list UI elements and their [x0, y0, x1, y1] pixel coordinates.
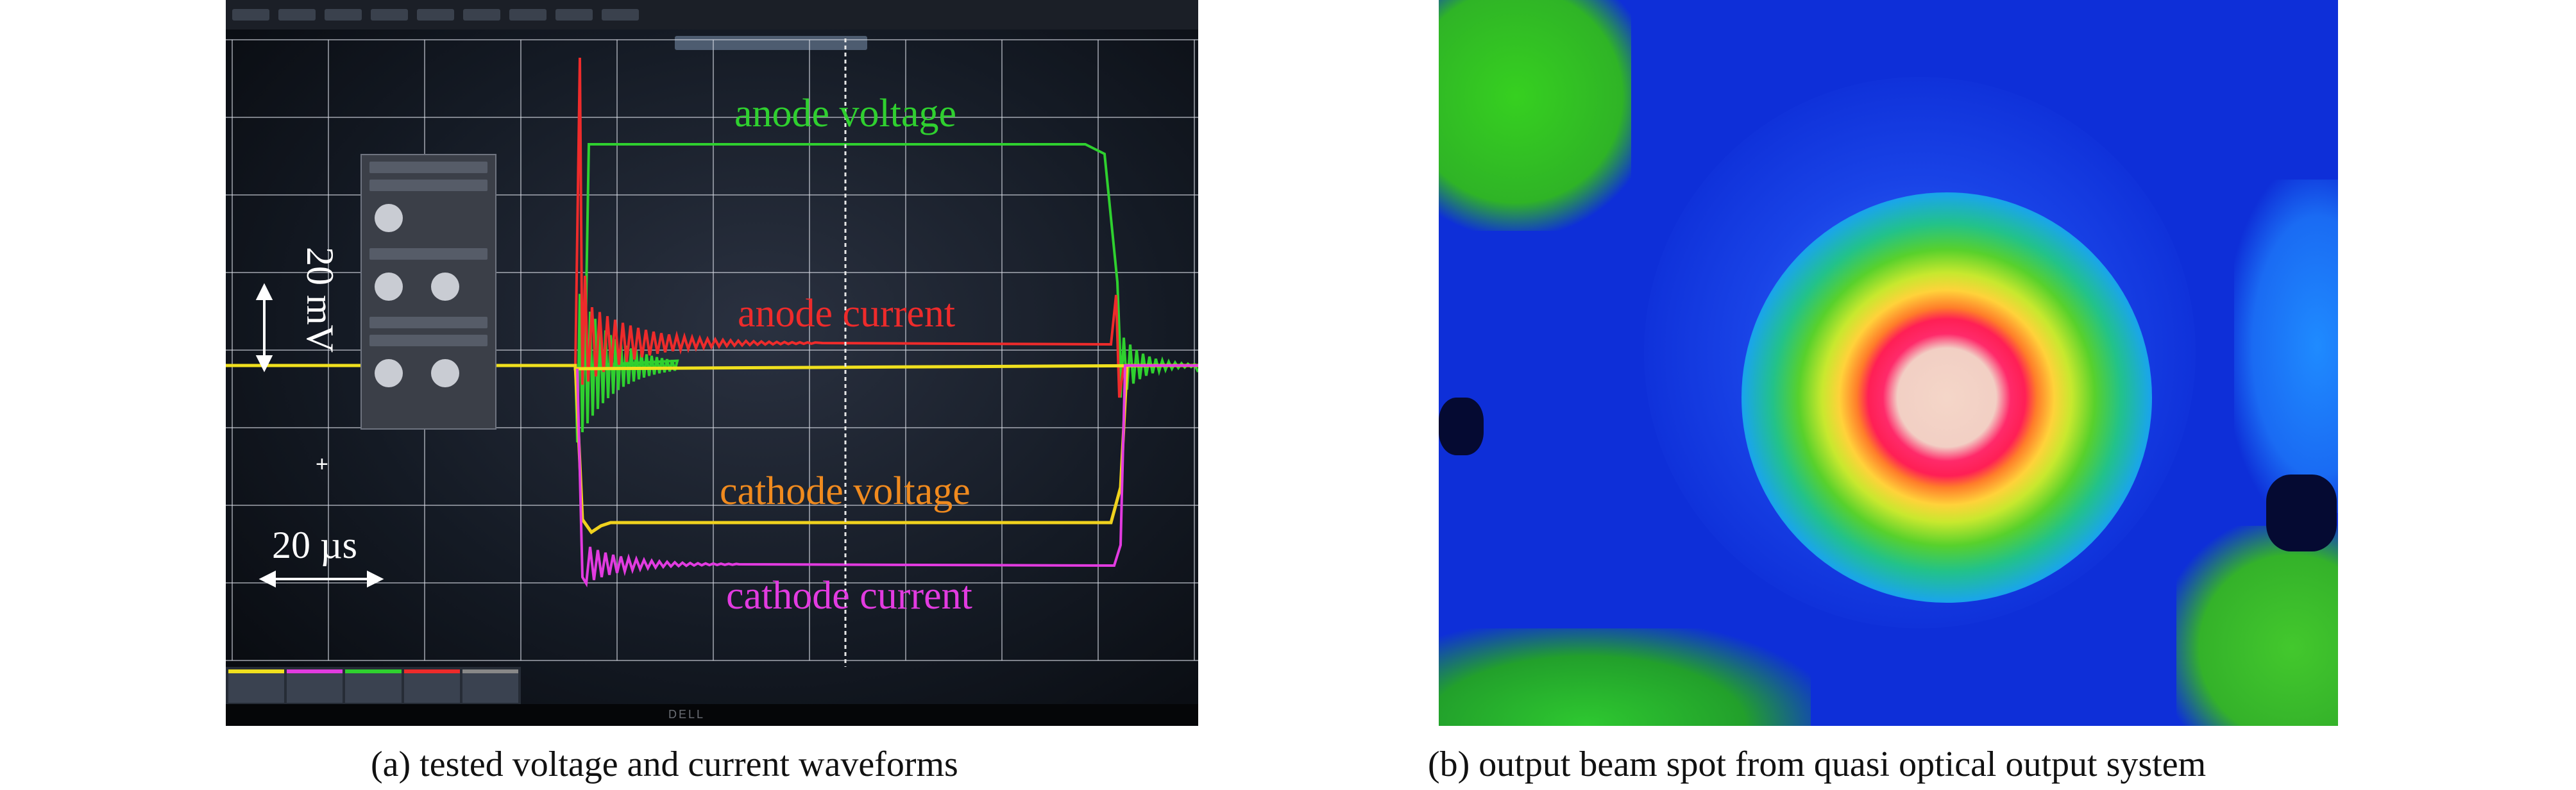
monitor-logo: DELL: [668, 708, 706, 721]
knob-icon: [375, 359, 403, 387]
knob-icon: [431, 359, 459, 387]
channel-status-cell: [403, 669, 460, 703]
time-scale-arrow: [258, 570, 384, 588]
menu-chip: [325, 9, 362, 21]
anode-current-label: anode current: [738, 292, 956, 335]
cathode-voltage-label: cathode voltage: [720, 469, 970, 513]
menu-chip: [509, 9, 547, 21]
beam-background-region: [1439, 628, 1811, 726]
trigger-control-panel: [360, 154, 496, 430]
channel-status-cell: [228, 669, 285, 703]
anode-current-trace: [574, 57, 1198, 398]
knob-icon: [431, 273, 459, 301]
channel-status-cell: [462, 669, 519, 703]
knob-icon: [375, 204, 403, 232]
scope-channel-status-bar: [226, 667, 521, 705]
panel-row: [369, 180, 487, 191]
anode-voltage-label: anode voltage: [734, 92, 957, 135]
beam-dark-region: [1439, 398, 1484, 455]
beam-background-region: [1439, 0, 1631, 231]
knob-icon: [375, 273, 403, 301]
menu-chip: [417, 9, 454, 21]
menu-chip: [555, 9, 593, 21]
scope-menu-bar: [226, 0, 1198, 29]
menu-chip: [371, 9, 408, 21]
menu-chip: [463, 9, 500, 21]
crosshair-marker: +: [316, 452, 328, 476]
caption-panel-a: (a) tested voltage and current waveforms: [371, 744, 958, 784]
cathode-current-label: cathode current: [726, 574, 972, 618]
beam-dark-region: [2266, 475, 2337, 551]
monitor-bezel: [226, 704, 1198, 726]
menu-chip: [232, 9, 269, 21]
cathode-current-trace: [576, 364, 1198, 588]
panel-row: [369, 162, 487, 173]
beam-hotspot: [1741, 192, 2152, 603]
caption-panel-b: (b) output beam spot from quasi optical …: [1428, 744, 2207, 784]
beam-spot-thermal-image: [1439, 0, 2338, 726]
panel-row: [369, 317, 487, 328]
beam-background-region: [2176, 526, 2338, 726]
menu-chip: [278, 9, 316, 21]
oscilloscope-photo: + DELL anode voltage anode current catho…: [226, 0, 1198, 726]
beam-background-region: [2234, 180, 2338, 513]
time-scale-label: 20 µs: [272, 524, 357, 566]
vertical-scale-label: 20 mV: [299, 247, 341, 353]
channel-status-cell: [345, 669, 402, 703]
vertical-scale-arrow: [255, 283, 273, 373]
menu-chip: [602, 9, 639, 21]
channel-status-cell: [287, 669, 343, 703]
panel-row: [369, 248, 487, 260]
panel-row: [369, 335, 487, 346]
